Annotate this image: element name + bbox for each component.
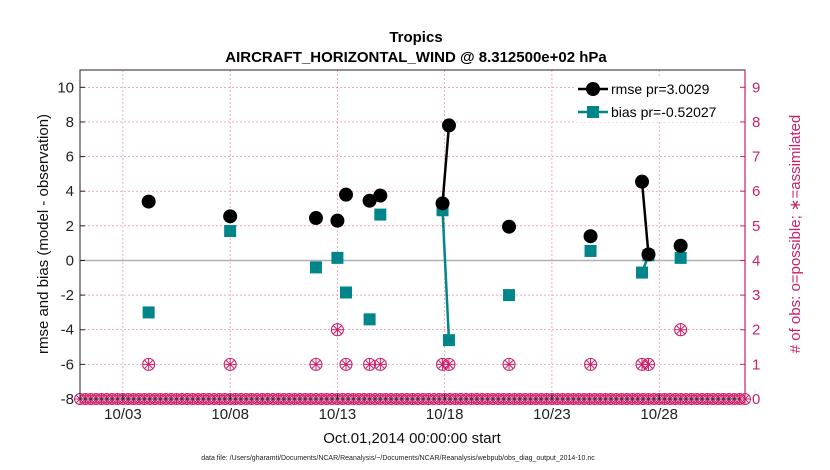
rmse-point — [583, 229, 598, 244]
rmse-point — [308, 211, 323, 226]
y-right-tick-label: 0 — [752, 391, 760, 408]
obs-assimilated-marker — [503, 358, 516, 371]
obs-assimilated-marker — [142, 358, 155, 371]
bias-point — [674, 251, 687, 264]
rmse-point — [141, 194, 156, 209]
obs-assimilated-marker — [374, 358, 387, 371]
y-right-tick-label: 3 — [752, 287, 760, 304]
legend-box — [575, 76, 740, 122]
y-right-tick-label: 4 — [752, 252, 760, 269]
x-tick-label: 10/03 — [104, 406, 142, 423]
y-tick-label: 0 — [66, 252, 74, 269]
obs-assimilated-marker — [224, 358, 237, 371]
rmse-segment — [640, 181, 650, 255]
y-right-tick-label: 5 — [752, 218, 760, 235]
bias-point — [363, 313, 376, 326]
bias-point — [636, 266, 649, 279]
bias-point — [142, 306, 155, 319]
x-tick-label: 10/23 — [533, 406, 571, 423]
y-right-tick-label: 9 — [752, 79, 760, 96]
legend-bias-marker — [587, 106, 599, 118]
bias-point — [503, 289, 516, 302]
rmse-point — [373, 188, 388, 203]
rmse-point — [339, 187, 353, 202]
rmse-point — [673, 238, 688, 253]
y-tick-label: -8 — [61, 391, 74, 408]
bias-point — [309, 261, 322, 274]
bias-point — [442, 334, 455, 347]
rmse-point — [362, 193, 377, 208]
rmse-point — [635, 174, 650, 189]
x-tick-label: 10/13 — [319, 406, 357, 423]
bias-point — [224, 225, 237, 238]
legend-rmse-marker — [586, 82, 600, 96]
series-marker-layer — [141, 118, 688, 347]
bias-segment — [441, 210, 451, 341]
obs-assimilated-marker — [442, 358, 455, 371]
y-axis-right-label: # of obs: o=possible; ∗=assimilated — [787, 115, 804, 354]
obs-assimilated-marker — [340, 358, 352, 371]
y-right-tick-label: 1 — [752, 356, 760, 373]
chart-title: Tropics — [389, 29, 442, 46]
obs-assimilated-marker — [309, 358, 322, 371]
obs-assimilated-marker — [584, 358, 597, 371]
rmse-point — [223, 209, 238, 224]
rmse-point — [441, 118, 456, 133]
obs-assimilated-marker — [642, 358, 655, 371]
axis-layer: 10/03 10/08 10/13 10/18 10/23 10/28 -8 -6 -4 -2 0 2… — [57, 79, 760, 423]
bias-point — [584, 244, 597, 257]
x-tick-label: 10/08 — [211, 406, 249, 423]
obs-assimilated-marker — [331, 323, 344, 336]
rmse-segment — [441, 125, 451, 204]
rmse-point — [641, 247, 656, 262]
y-right-tick-label: 8 — [752, 114, 760, 131]
y-tick-label: 4 — [66, 183, 74, 200]
y-tick-label: 2 — [66, 218, 74, 235]
legend-rmse-label: rmse pr=3.0029 — [611, 81, 710, 97]
legend-bias-label: bias pr=-0.52027 — [611, 104, 717, 120]
bias-point — [340, 286, 352, 299]
chart-subtitle: AIRCRAFT_HORIZONTAL_WIND @ 8.312500e+02 … — [225, 49, 607, 66]
obs-assimilated-marker — [674, 323, 687, 336]
legend: rmse pr=3.0029 bias pr=-0.52027 — [575, 76, 740, 122]
rmse-point — [435, 196, 450, 211]
x-axis-label: Oct.01,2014 00:00:00 start — [323, 430, 501, 447]
rmse-point — [502, 219, 517, 234]
data-file-footnote: data file: /Users/gharamti/Documents/NCA… — [201, 455, 595, 462]
y-right-tick-label: 2 — [752, 322, 760, 339]
rmse-point — [330, 213, 345, 228]
bias-point — [374, 208, 387, 221]
y-tick-label: 6 — [66, 149, 74, 166]
x-tick-label: 10/28 — [640, 406, 678, 423]
y-tick-label: -4 — [61, 322, 74, 339]
y-tick-label: 10 — [57, 79, 74, 96]
y-right-tick-label: 7 — [752, 149, 760, 166]
obs-assimilated-marker — [363, 358, 376, 371]
y-axis-label: rmse and bias (model - observation) — [35, 114, 52, 354]
y-tick-label: -2 — [61, 287, 74, 304]
y-tick-label: -6 — [61, 356, 74, 373]
x-tick-label: 10/18 — [426, 406, 464, 423]
bias-point — [331, 251, 344, 264]
y-tick-label: 8 — [66, 114, 74, 131]
y-right-tick-label: 6 — [752, 183, 760, 200]
